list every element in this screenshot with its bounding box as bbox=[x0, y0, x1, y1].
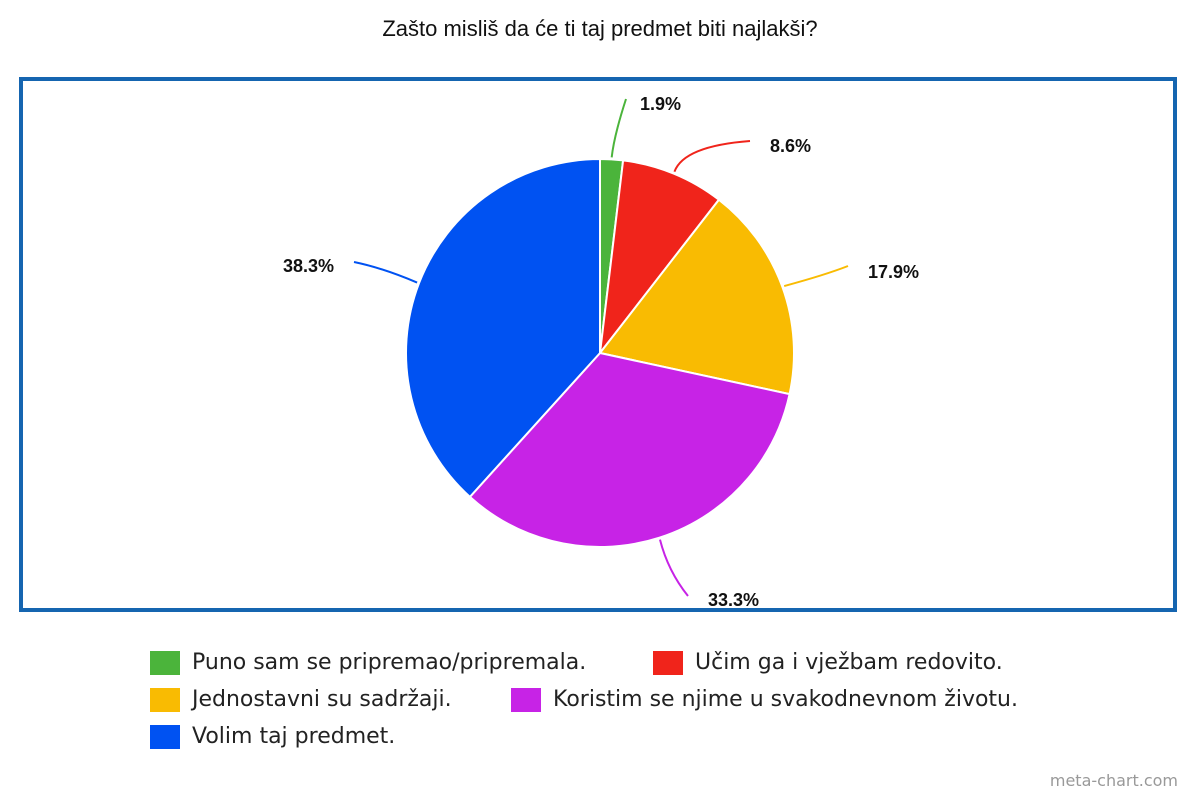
leader-line-3 bbox=[659, 539, 689, 597]
leader-line-0 bbox=[610, 98, 627, 158]
leader-line-2 bbox=[783, 265, 849, 287]
leader-line-4 bbox=[353, 261, 418, 284]
legend-swatch-2 bbox=[150, 687, 180, 712]
legend-label-0: Puno sam se pripremao/pripremala. bbox=[192, 650, 587, 675]
pie-slice-4 bbox=[405, 157, 601, 499]
leader-line-1 bbox=[673, 140, 751, 173]
data-label-0: 1.9% bbox=[640, 94, 681, 114]
legend-item-2: Jednostavni su sadržaji. bbox=[150, 687, 452, 712]
data-label-3: 33.3% bbox=[708, 590, 759, 610]
pie-slice-1 bbox=[598, 159, 721, 357]
pie-slice-3 bbox=[468, 351, 791, 548]
pie-slice-2 bbox=[598, 198, 795, 396]
legend-swatch-4 bbox=[150, 724, 180, 749]
legend-label-2: Jednostavni su sadržaji. bbox=[192, 687, 452, 712]
watermark: meta-chart.com bbox=[1049, 771, 1178, 790]
legend-label-4: Volim taj predmet. bbox=[192, 724, 396, 749]
legend-item-3: Koristim se njime u svakodnevnom životu. bbox=[511, 687, 1018, 712]
data-label-2: 17.9% bbox=[868, 262, 919, 282]
legend-label-1: Učim ga i vježbam redovito. bbox=[695, 650, 1003, 675]
legend-swatch-3 bbox=[511, 687, 541, 712]
legend-item-1: Učim ga i vježbam redovito. bbox=[653, 650, 1003, 675]
legend-item-4: Volim taj predmet. bbox=[150, 724, 395, 749]
data-label-1: 8.6% bbox=[770, 136, 811, 156]
data-label-4: 38.3% bbox=[283, 256, 334, 276]
legend-label-3: Koristim se njime u svakodnevnom životu. bbox=[553, 687, 1018, 712]
legend-swatch-0 bbox=[150, 650, 180, 675]
chart-title: Zašto misliš da će ti taj predmet biti n… bbox=[382, 16, 818, 41]
legend-swatch-1 bbox=[653, 650, 683, 675]
legend-item-0: Puno sam se pripremao/pripremala. bbox=[150, 650, 586, 675]
